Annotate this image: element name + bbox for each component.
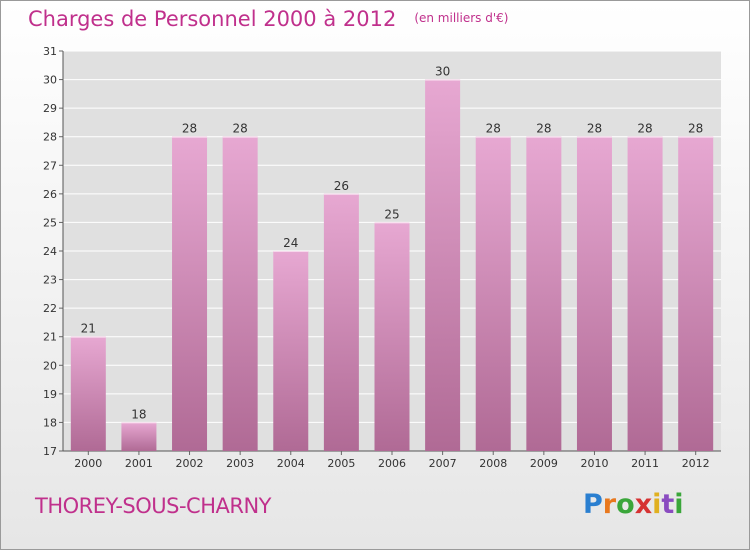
x-tick-label: 2004 — [277, 457, 305, 470]
bar-value-label: 28 — [637, 122, 652, 136]
bar — [678, 136, 714, 451]
x-tick-label: 2000 — [74, 457, 102, 470]
y-tick-label: 20 — [43, 359, 57, 372]
bar-value-label: 30 — [435, 65, 450, 79]
x-tick-label: 2007 — [429, 457, 457, 470]
y-tick-label: 21 — [43, 331, 57, 344]
y-tick-label: 29 — [43, 102, 57, 115]
bar — [323, 193, 359, 451]
x-tick-label: 2006 — [378, 457, 406, 470]
bar — [121, 422, 157, 451]
bar-value-label: 24 — [283, 236, 298, 250]
y-tick-label: 28 — [43, 131, 57, 144]
bar — [526, 136, 562, 451]
proxiti-logo: Proxiti — [583, 489, 684, 520]
bar-value-label: 28 — [688, 122, 703, 136]
commune-name: THOREY-SOUS-CHARNY — [35, 494, 272, 518]
x-tick-label: 2008 — [479, 457, 507, 470]
y-tick-label: 30 — [43, 74, 57, 87]
x-tick-label: 2010 — [580, 457, 608, 470]
y-tick-label: 19 — [43, 388, 57, 401]
bar-value-label: 28 — [536, 122, 551, 136]
bar — [70, 336, 106, 451]
bar — [222, 136, 258, 451]
bar — [475, 136, 511, 451]
bar-value-label: 28 — [587, 122, 602, 136]
y-tick-label: 23 — [43, 274, 57, 287]
x-tick-label: 2012 — [682, 457, 710, 470]
bar — [172, 136, 208, 451]
y-tick-label: 26 — [43, 188, 57, 201]
y-tick-label: 25 — [43, 216, 57, 229]
bar-value-label: 18 — [131, 407, 146, 421]
bar — [425, 79, 461, 452]
y-tick-label: 24 — [43, 245, 57, 258]
y-tick-label: 31 — [43, 45, 57, 58]
x-tick-label: 2011 — [631, 457, 659, 470]
bar-value-label: 28 — [486, 122, 501, 136]
bar-value-label: 25 — [384, 207, 399, 221]
x-tick-label: 2002 — [176, 457, 204, 470]
bar — [273, 251, 309, 451]
title-text: Charges de Personnel 2000 à 2012 — [28, 7, 397, 31]
x-tick-label: 2001 — [125, 457, 153, 470]
bar — [374, 222, 410, 451]
x-tick-label: 2003 — [226, 457, 254, 470]
bar-value-label: 26 — [334, 179, 349, 193]
bar — [576, 136, 612, 451]
bar-value-label: 28 — [233, 122, 248, 136]
x-tick-label: 2009 — [530, 457, 558, 470]
bar-value-label: 21 — [81, 322, 96, 336]
y-tick-label: 17 — [43, 445, 57, 458]
x-tick-label: 2005 — [327, 457, 355, 470]
chart-title: Charges de Personnel 2000 à 2012 (en mill… — [28, 7, 508, 31]
bar — [627, 136, 663, 451]
y-tick-label: 18 — [43, 416, 57, 429]
bar-value-label: 28 — [182, 122, 197, 136]
title-unit: (en milliers d'€) — [414, 11, 509, 25]
y-tick-label: 27 — [43, 159, 57, 172]
y-tick-label: 22 — [43, 302, 57, 315]
